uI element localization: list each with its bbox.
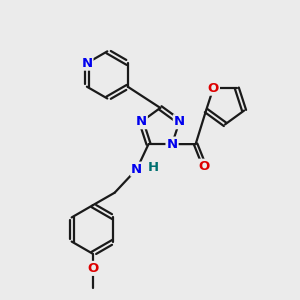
Text: N: N — [136, 115, 147, 128]
Text: O: O — [199, 160, 210, 173]
Text: N: N — [167, 138, 178, 151]
Text: O: O — [87, 262, 98, 275]
Text: N: N — [131, 163, 142, 176]
Text: N: N — [174, 115, 185, 128]
Text: N: N — [81, 57, 92, 70]
Text: O: O — [208, 82, 219, 95]
Text: H: H — [147, 161, 158, 174]
